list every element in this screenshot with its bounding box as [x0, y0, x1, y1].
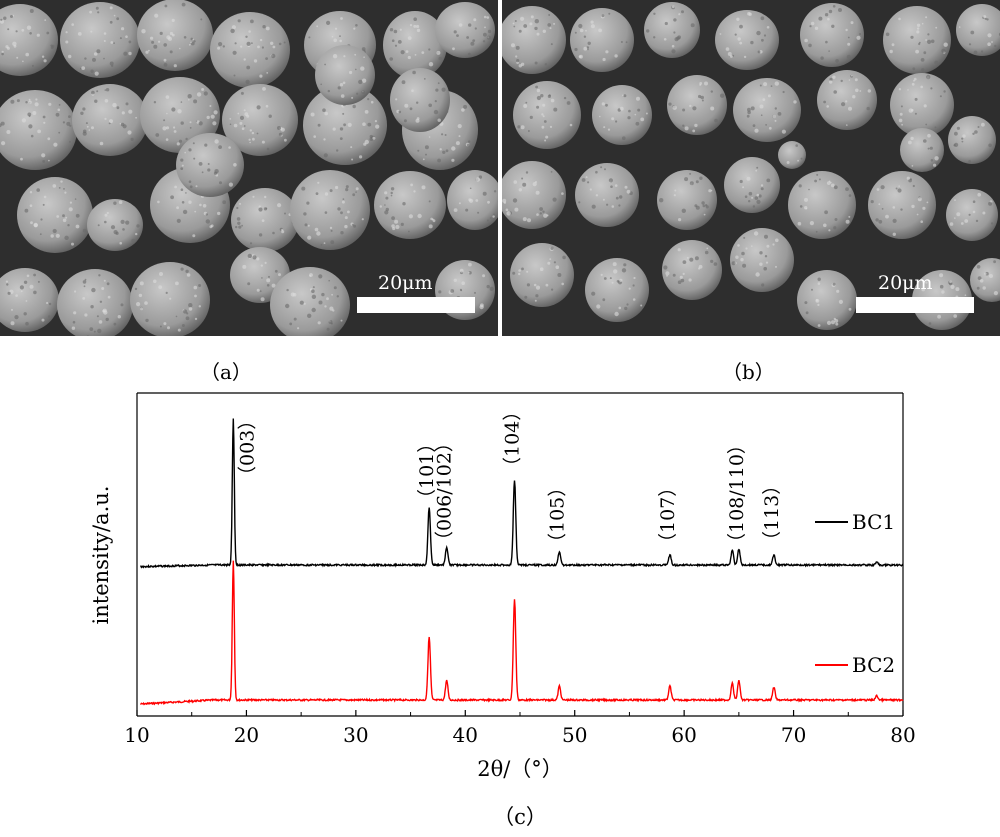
- peak-label: （105）: [546, 478, 568, 552]
- particle: [176, 133, 244, 197]
- particle: [575, 163, 639, 227]
- sem-image-a: 20μm: [0, 0, 498, 336]
- panel-label-b: （b）: [722, 360, 775, 384]
- particle: [868, 171, 936, 239]
- particle: [87, 199, 143, 251]
- particle: [315, 45, 375, 105]
- series-line-bc1: [140, 418, 904, 569]
- particle: [733, 78, 801, 142]
- particle: [17, 177, 93, 253]
- x-tick-label: 80: [890, 723, 915, 747]
- scale-bar-label-a: 20μm: [378, 272, 433, 294]
- sem-particles-b: [502, 2, 1000, 330]
- particle: [383, 11, 447, 79]
- xrd-chart: 10 20 30 40 50 60 70 80 （003） （101）（006/102） （104…: [89, 392, 916, 829]
- scale-bar-label-b: 20μm: [878, 272, 933, 294]
- x-tick-label: 40: [453, 723, 478, 747]
- particle: [797, 270, 857, 330]
- particle: [956, 4, 1000, 56]
- particle: [140, 77, 220, 153]
- peak-label: （101）: [416, 434, 438, 508]
- particle: [435, 2, 495, 58]
- particle: [730, 228, 794, 292]
- x-tick-label: 30: [343, 723, 368, 747]
- particle: [447, 170, 498, 230]
- peak-label: （107）: [657, 478, 679, 552]
- y-axis-label: intensity/a.u.: [89, 486, 113, 625]
- x-tick-label: 10: [124, 723, 149, 747]
- particle: [0, 4, 58, 76]
- x-ticks: 10 20 30 40 50 60 70 80: [124, 710, 916, 747]
- particle: [222, 84, 298, 156]
- particle: [570, 8, 634, 72]
- particle: [724, 157, 780, 213]
- peak-label: （006/102）: [434, 433, 456, 550]
- x-tick-label: 70: [781, 723, 806, 747]
- x-tick-label: 20: [234, 723, 259, 747]
- particle: [60, 2, 140, 78]
- particle: [303, 85, 387, 165]
- particle: [0, 90, 77, 170]
- particle: [0, 268, 59, 332]
- peak-label: （003）: [236, 411, 258, 485]
- x-tick-label: 60: [671, 723, 696, 747]
- panel-label-a: （a）: [200, 360, 252, 384]
- particle: [374, 171, 446, 239]
- particle: [290, 170, 370, 250]
- particle: [510, 243, 574, 307]
- particle: [137, 0, 213, 71]
- particle: [883, 6, 951, 74]
- series-lines: [140, 418, 904, 706]
- particle: [715, 10, 779, 70]
- particle: [662, 240, 722, 300]
- particle: [390, 68, 450, 132]
- peak-label: （104）: [502, 402, 524, 476]
- particle: [72, 84, 148, 156]
- particle: [900, 128, 944, 172]
- particle: [513, 81, 581, 149]
- series-line-bc2: [140, 560, 904, 706]
- legend-label: BC2: [852, 653, 895, 677]
- particle: [592, 85, 652, 145]
- scale-bar-a: [357, 297, 475, 313]
- particle: [210, 12, 290, 88]
- peak-label: （108/110）: [726, 435, 748, 552]
- particle: [502, 6, 566, 74]
- panel-label-c: （c）: [493, 805, 547, 829]
- scale-bar-b: [856, 297, 974, 313]
- legend-label: BC1: [852, 510, 895, 534]
- particle: [817, 70, 877, 130]
- particle: [502, 161, 566, 229]
- sem-image-b: 20μm: [502, 0, 1000, 336]
- particle: [130, 262, 210, 336]
- particle: [657, 170, 717, 230]
- peak-label: （113）: [761, 476, 783, 550]
- particle: [644, 2, 700, 58]
- particle: [800, 3, 864, 67]
- x-axis-label: 2θ/（°）: [477, 757, 563, 781]
- particle: [585, 258, 649, 322]
- peak-labels: （003） （101）（006/102） （104） （105） （107） （108/1…: [236, 402, 783, 552]
- legend: BC1 BC2: [815, 510, 895, 677]
- particle: [890, 73, 954, 137]
- x-tick-label: 50: [562, 723, 587, 747]
- sem-particles-a: [0, 0, 498, 336]
- particle: [970, 258, 1000, 302]
- particle: [231, 188, 299, 252]
- particle: [948, 116, 996, 164]
- particle: [788, 171, 856, 239]
- particle: [270, 267, 350, 336]
- particle: [667, 75, 727, 135]
- particle: [778, 141, 806, 169]
- particle: [946, 189, 998, 241]
- particle: [57, 269, 133, 336]
